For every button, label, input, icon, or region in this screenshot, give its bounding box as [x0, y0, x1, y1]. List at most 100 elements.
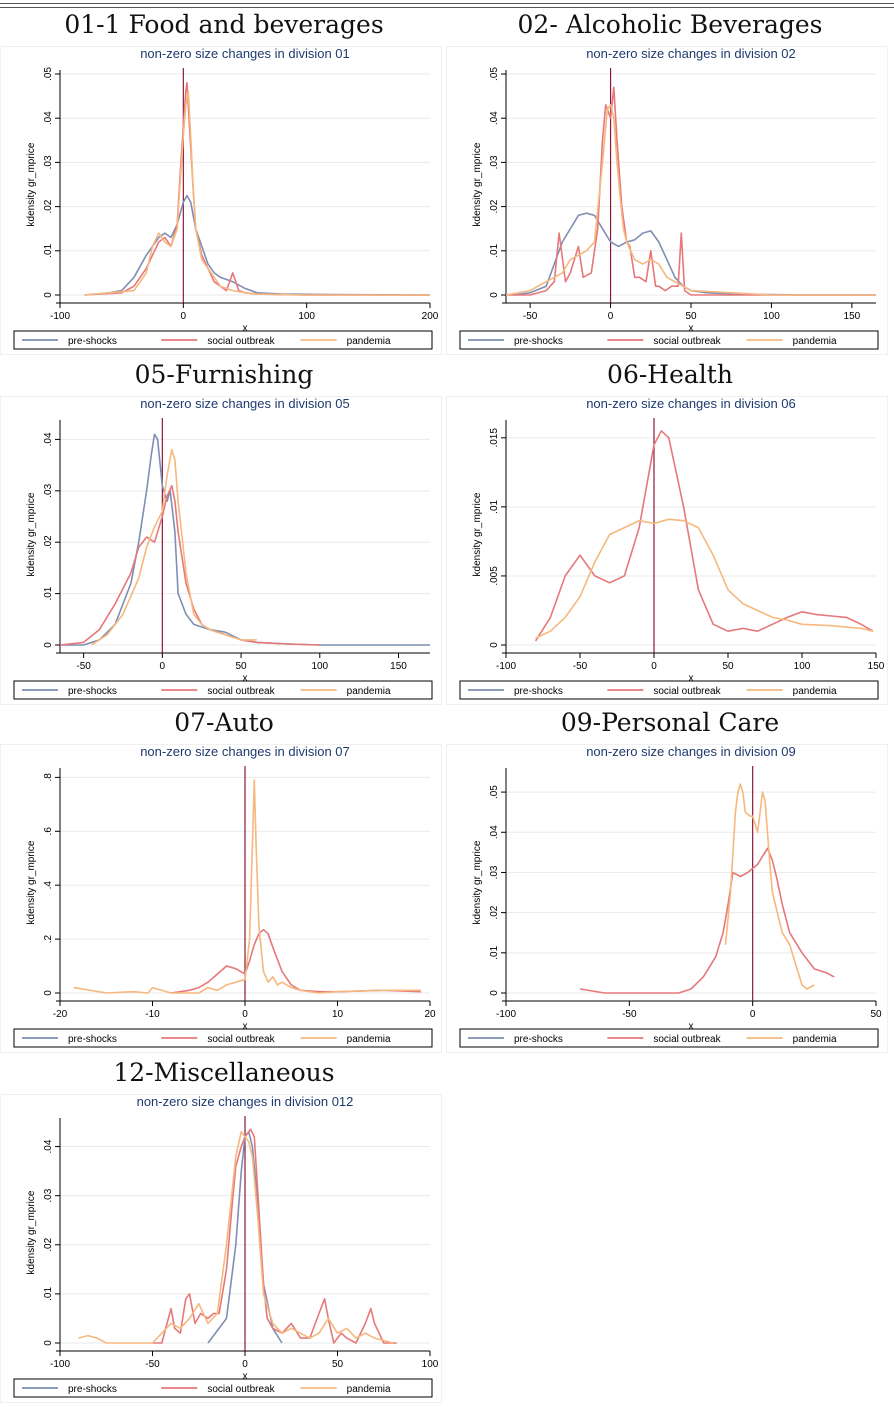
y-axis-label: kdensity gr_mprice: [472, 492, 483, 576]
y-axis-label: kdensity gr_mprice: [472, 142, 483, 226]
series-line-pre-shocks: [60, 433, 430, 646]
panel-auto: 07-Auto non-zero size changes in division…: [0, 708, 448, 1053]
x-tick-label: 0: [750, 1009, 756, 1020]
series-line-pandemia: [73, 779, 421, 994]
y-tick-label: .02: [489, 905, 500, 919]
y-axis-label: kdensity gr_mprice: [26, 840, 37, 924]
y-tick-label: .01: [43, 1287, 54, 1301]
panel-food: 01-1 Food and beverages non-zero size cha…: [0, 10, 448, 355]
y-tick-label: .02: [489, 199, 500, 213]
chart-subtitle: non-zero size changes in division 012: [137, 1094, 354, 1109]
y-axis-label: kdensity gr_mprice: [26, 1190, 37, 1274]
series-line-pre-shocks: [513, 212, 876, 296]
legend-box: [13, 330, 433, 350]
chart-subtitle: non-zero size changes in division 07: [140, 744, 350, 759]
legend-label: social outbreak: [207, 1034, 275, 1045]
y-tick-label: .04: [489, 825, 500, 839]
panel-health: 06-Health non-zero size changes in divisi…: [446, 360, 894, 705]
x-tick-label: 0: [242, 1009, 248, 1020]
chart-subtitle: non-zero size changes in division 05: [140, 396, 350, 411]
y-tick-label: .02: [43, 535, 54, 549]
panel-title: 06-Health: [607, 360, 733, 389]
series-line-pandemia: [505, 104, 876, 296]
y-tick-label: .01: [489, 243, 500, 257]
series-line-social-outbreak: [170, 928, 421, 994]
x-tick-label: 0: [242, 1359, 248, 1370]
y-tick-label: .03: [43, 483, 54, 497]
x-axis-label: x: [689, 673, 694, 684]
y-tick-label: .6: [43, 827, 54, 836]
x-tick-label: 150: [868, 661, 885, 672]
series-line-pandemia: [724, 783, 815, 990]
panel-title: 05-Furnishing: [134, 360, 314, 389]
series-line-social-outbreak: [84, 82, 430, 296]
legend-label: social outbreak: [207, 336, 275, 347]
y-tick-label: .03: [489, 155, 500, 169]
panel-furnishing: 05-Furnishing non-zero size changes in di…: [0, 360, 448, 705]
x-tick-label: -100: [496, 1009, 516, 1020]
legend-label: pre-shocks: [514, 336, 563, 347]
series-line-pandemia: [84, 90, 430, 296]
panel-title: 07-Auto: [174, 708, 274, 737]
y-tick-label: .05: [43, 67, 54, 81]
x-tick-label: -10: [145, 1009, 160, 1020]
series-line-social-outbreak: [59, 484, 320, 646]
x-tick-label: -100: [50, 311, 70, 322]
x-tick-label: -100: [50, 1359, 70, 1370]
panel-miscellaneous: 12-Miscellaneous non-zero size changes in…: [0, 1058, 448, 1403]
y-tick-label: 0: [43, 292, 54, 298]
legend-label: pandemia: [793, 686, 837, 697]
series-line-pandemia: [78, 1131, 394, 1344]
x-tick-label: -20: [53, 1009, 68, 1020]
y-tick-label: .04: [489, 111, 500, 125]
legend-label: social outbreak: [653, 1034, 721, 1045]
x-axis-label: x: [243, 1371, 248, 1382]
y-tick-label: .2: [43, 934, 54, 943]
chart-svg: non-zero size changes in division 02 0 .01…: [459, 46, 879, 350]
y-tick-label: .04: [43, 1139, 54, 1153]
y-tick-label: .03: [43, 155, 54, 169]
x-tick-label: -50: [622, 1009, 637, 1020]
legend-label: social outbreak: [207, 686, 275, 697]
y-tick-label: .03: [43, 1188, 54, 1202]
legend-label: pandemia: [347, 336, 391, 347]
x-tick-label: 100: [311, 661, 328, 672]
x-axis-label: x: [243, 673, 248, 684]
x-tick-label: 100: [763, 311, 780, 322]
panel-title: 01-1 Food and beverages: [64, 10, 384, 39]
y-tick-label: .015: [489, 428, 500, 448]
x-tick-label: -50: [573, 661, 588, 672]
panel-alcohol: 02- Alcoholic Beverages non-zero size cha…: [446, 10, 894, 355]
x-axis-label: x: [243, 323, 248, 334]
y-tick-label: 0: [43, 642, 54, 648]
chart-svg: non-zero size changes in division 07 0 .2.…: [13, 744, 436, 1048]
legend-label: pre-shocks: [68, 1034, 117, 1045]
legend-box: [459, 330, 879, 350]
y-tick-label: .04: [43, 432, 54, 446]
legend-label: pre-shocks: [68, 1384, 117, 1395]
y-tick-label: 0: [489, 642, 500, 648]
legend-box: [459, 680, 879, 700]
y-axis-label: kdensity gr_mprice: [472, 840, 483, 924]
x-tick-label: 50: [236, 661, 248, 672]
top-rule: [0, 7, 894, 8]
x-tick-label: 50: [722, 661, 734, 672]
chart-svg: non-zero size changes in division 012 0 .0…: [13, 1094, 439, 1398]
x-tick-label: 100: [422, 1359, 439, 1370]
legend-label: pre-shocks: [68, 336, 117, 347]
x-tick-label: 0: [160, 661, 166, 672]
y-tick-label: 0: [43, 990, 54, 996]
legend-label: pandemia: [347, 686, 391, 697]
series-line-social-outbreak: [579, 847, 835, 994]
x-tick-label: -50: [76, 661, 91, 672]
series-line-pre-shocks: [84, 194, 431, 296]
panel-title: 09-Personal Care: [560, 708, 780, 737]
x-tick-label: -50: [145, 1359, 160, 1370]
x-tick-label: -100: [496, 661, 516, 672]
y-tick-label: .01: [489, 499, 500, 513]
chart-svg: non-zero size changes in division 05 0 .01…: [13, 396, 433, 700]
legend-box: [13, 680, 433, 700]
y-tick-label: 0: [43, 1340, 54, 1346]
series-line-social-outbreak: [506, 86, 876, 296]
x-tick-label: 20: [424, 1009, 436, 1020]
